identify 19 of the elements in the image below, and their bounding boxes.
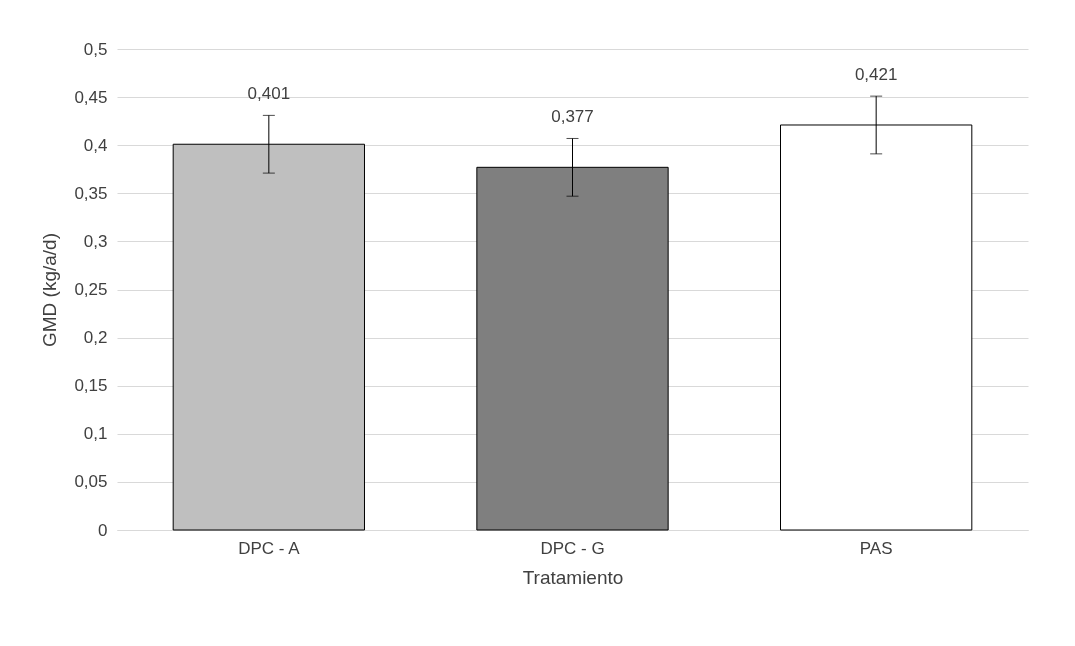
x-tick-label: DPC - G [540, 538, 605, 558]
x-tick-label: DPC - A [238, 538, 301, 558]
y-tick-label: 0,1 [83, 424, 108, 444]
y-tick-label: 0,5 [83, 39, 108, 59]
y-tick-label: 0 [98, 520, 108, 540]
y-tick-label: 0,15 [74, 376, 108, 396]
y-tick-label: 0,05 [74, 472, 108, 492]
data-label: 0,401 [247, 84, 291, 104]
y-tick-label: 0,25 [74, 280, 108, 299]
x-axis-title: Tratamiento [522, 566, 624, 588]
y-tick-label: 0,2 [83, 328, 108, 348]
data-label: 0,377 [551, 107, 594, 127]
y-axis-title: GMD (kg/a/d) [39, 232, 61, 348]
x-tick-label: PAS [859, 538, 893, 558]
y-tick-label: 0,3 [83, 231, 108, 251]
y-tick-label: 0,35 [74, 183, 108, 203]
y-tick-label: 0,45 [74, 87, 108, 107]
y-tick-label: 0,4 [83, 135, 108, 155]
data-label: 0,421 [854, 65, 898, 85]
